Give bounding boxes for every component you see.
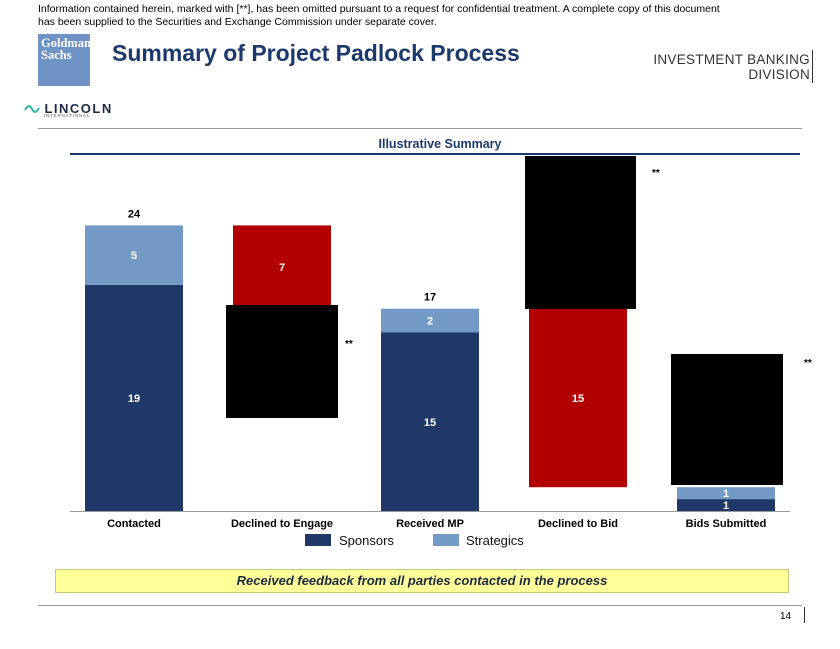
legend-label-sponsors: Sponsors [339,533,394,548]
bar-sponsors-received-mp [381,332,479,511]
legend-label-strategics: Strategics [466,533,524,548]
page-number-divider [804,607,805,623]
bar-label-declined-declined-to-engage: 7 [279,262,285,274]
redaction-box-declined-to-engage-marker: ** [345,339,353,350]
division-label: INVESTMENT BANKING DIVISION [653,52,810,82]
lincoln-wordmark: LINCOLN [44,101,113,116]
lincoln-wave-icon [24,104,40,113]
bar-total-contacted: 24 [128,208,141,220]
division-line-2: DIVISION [748,67,810,82]
bar-label-strategics-received-mp: 2 [427,316,433,328]
bar-sponsors-contacted [85,284,183,511]
redaction-box-bids-submitted-marker: ** [804,358,812,369]
division-divider [812,50,813,83]
lincoln-subtitle: INTERNATIONAL [44,113,91,118]
footer-divider [38,605,802,606]
bar-label-declined-declined-to-bid: 15 [572,393,584,405]
bar-strategics-received-mp [381,308,479,333]
bar-declined-declined-to-engage [233,225,331,309]
category-label-received-mp: Received MP [396,518,464,530]
bar-strategics-contacted [85,225,183,285]
waterfall-chart: 19 5 24 Contacted 7 Declined to Engage 15 2 17 Re… [70,156,812,548]
bar-label-sponsors-contacted: 19 [128,393,140,405]
logo-line-1: Goldman [41,36,92,50]
chart-title-rule [70,153,800,155]
chart-title: Illustrative Summary [378,137,502,151]
legend-swatch-sponsors [305,534,331,546]
bar-label-sponsors-bids-submitted: 1 [723,500,729,512]
bar-total-received-mp: 17 [424,292,436,304]
bar-label-strategics-contacted: 5 [131,250,137,262]
goldman-sachs-logo: Goldman Sachs [38,34,92,86]
category-label-declined-to-engage: Declined to Engage [231,518,333,530]
redaction-box-bids-submitted [671,354,783,485]
bar-label-strategics-bids-submitted: 1 [723,488,729,500]
header-divider [38,128,802,129]
bar-sponsors-bids-submitted [677,499,775,511]
bar-strategics-bids-submitted [677,487,775,500]
redaction-box-declined-to-bid-marker: ** [652,168,660,179]
bar-declined-declined-to-bid [529,308,627,488]
feedback-callout: Received feedback from all parties conta… [55,569,789,593]
lincoln-logo: LINCOLN [24,100,113,118]
category-label-declined-to-bid: Declined to Bid [538,518,618,530]
confidential-disclaimer: Information contained herein, marked wit… [38,3,720,28]
page-number: 14 [780,611,792,622]
redaction-box-declined-to-bid [525,156,636,309]
legend-swatch-strategics [433,534,459,546]
redaction-box-declined-to-engage [226,305,338,418]
logo-line-2: Sachs [41,48,72,62]
category-label-contacted: Contacted [107,518,161,530]
bar-label-sponsors-received-mp: 15 [424,417,436,429]
category-label-bids-submitted: Bids Submitted [686,518,767,530]
division-line-1: INVESTMENT BANKING [653,52,810,67]
page-title: Summary of Project Padlock Process [112,40,520,66]
